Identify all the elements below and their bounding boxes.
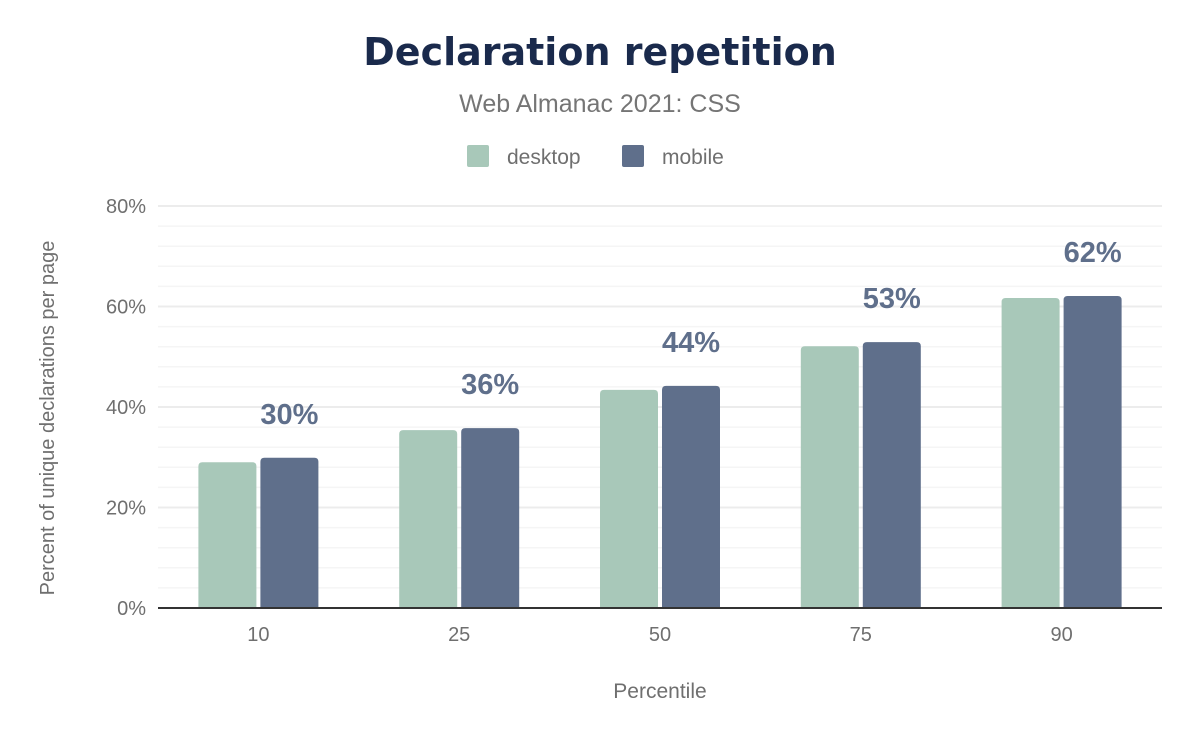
- bar-desktop-90: [1001, 297, 1060, 608]
- x-tick-label: 25: [448, 624, 470, 646]
- legend-swatch-mobile: [622, 145, 644, 167]
- chart-title: Declaration repetition: [363, 30, 837, 74]
- bar-mobile-90: [1063, 295, 1122, 608]
- x-tick-label: 90: [1050, 624, 1072, 646]
- bar-mobile-10: [260, 457, 319, 608]
- x-axis-label: Percentile: [613, 680, 706, 703]
- data-label-mobile-25: 36%: [461, 369, 519, 401]
- bar-desktop-50: [600, 389, 658, 608]
- chart-subtitle: Web Almanac 2021: CSS: [459, 90, 741, 118]
- y-axis-label: Percent of unique declarations per page: [37, 241, 59, 596]
- x-tick-label: 10: [247, 624, 269, 646]
- y-tick-label: 80%: [106, 196, 146, 218]
- legend-label-mobile: mobile: [662, 146, 724, 169]
- data-label-mobile-90: 62%: [1064, 237, 1122, 269]
- bar-mobile-50: [662, 385, 720, 608]
- y-tick-label: 0%: [117, 598, 146, 620]
- data-label-mobile-75: 53%: [863, 283, 921, 315]
- bar-mobile-25: [461, 428, 520, 608]
- data-label-mobile-50: 44%: [662, 327, 720, 359]
- bar-desktop-75: [800, 346, 859, 608]
- x-tick-label: 50: [649, 624, 671, 646]
- y-tick-label: 60%: [106, 297, 146, 319]
- y-tick-label: 20%: [106, 498, 146, 520]
- bar-desktop-10: [198, 462, 257, 608]
- x-tick-label: 75: [850, 624, 872, 646]
- bar-mobile-75: [862, 342, 921, 608]
- bar-desktop-25: [399, 430, 458, 608]
- legend-swatch-desktop: [467, 145, 489, 167]
- data-label-mobile-10: 30%: [260, 399, 318, 431]
- y-tick-label: 40%: [106, 397, 146, 419]
- legend-label-desktop: desktop: [507, 146, 581, 169]
